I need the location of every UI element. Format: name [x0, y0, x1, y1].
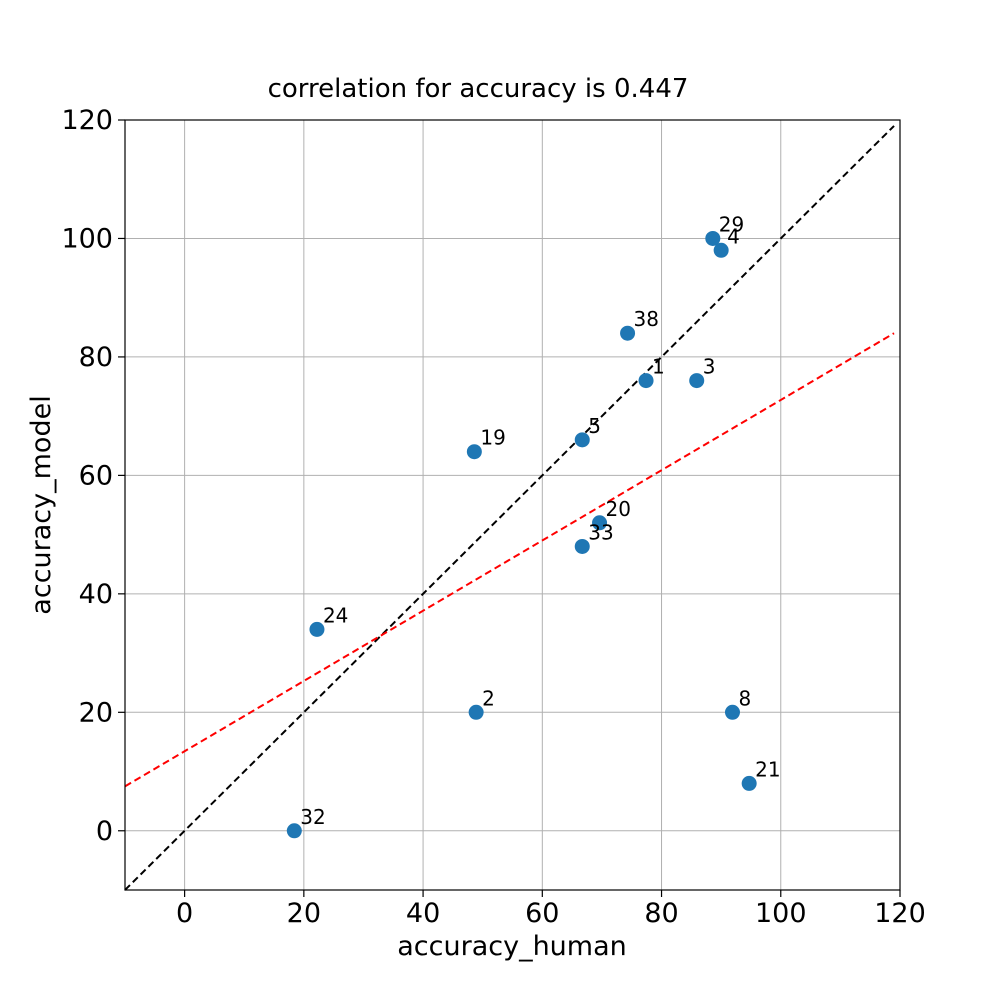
fit-line [124, 332, 895, 788]
x-axis-label: accuracy_human [397, 931, 627, 962]
point-label: 29 [719, 212, 744, 236]
point-label: 21 [755, 757, 780, 781]
y-tick-label: 40 [79, 579, 113, 610]
point-label: 24 [323, 603, 348, 627]
point-label: 8 [738, 686, 751, 710]
point-label: 19 [480, 426, 505, 450]
data-point [286, 823, 302, 839]
x-tick-label: 60 [525, 898, 559, 929]
point-label: 1 [652, 355, 665, 379]
identity-line [124, 125, 895, 891]
x-tick-label: 20 [287, 898, 321, 929]
y-tick-label: 100 [61, 223, 113, 254]
chart-title: correlation for accuracy is 0.447 [268, 74, 689, 104]
point-label: 32 [300, 805, 325, 829]
data-point [574, 538, 590, 554]
plot-frame [124, 119, 901, 891]
data-point [592, 515, 608, 531]
point-label: 33 [588, 520, 613, 544]
data-point [713, 242, 729, 258]
point-label: 4 [727, 224, 740, 248]
y-tick-label: 20 [79, 697, 113, 728]
data-point [468, 704, 484, 720]
y-tick-label: 80 [79, 342, 113, 373]
y-tick-label: 0 [96, 816, 113, 847]
data-point [689, 373, 705, 389]
y-tick-label: 120 [61, 105, 113, 136]
x-tick-label: 100 [755, 898, 807, 929]
point-label: 5 [588, 414, 601, 438]
data-point [466, 444, 482, 460]
point-label: 38 [634, 307, 659, 331]
data-point [638, 373, 654, 389]
reference-lines [124, 125, 895, 891]
x-tick-label: 80 [644, 898, 678, 929]
data-point [620, 325, 636, 341]
x-tick-label: 40 [406, 898, 440, 929]
data-point [574, 432, 590, 448]
point-label: 2 [482, 686, 495, 710]
x-tick-label: 0 [176, 898, 193, 929]
data-point [741, 775, 757, 791]
y-tick-label: 60 [79, 460, 113, 491]
data-point [724, 704, 740, 720]
x-tick-label: 120 [874, 898, 926, 929]
y-axis-label: accuracy_model [26, 395, 57, 614]
data-point [705, 230, 721, 246]
point-label: 20 [606, 497, 631, 521]
data-point [309, 621, 325, 637]
point-label: 3 [703, 355, 716, 379]
